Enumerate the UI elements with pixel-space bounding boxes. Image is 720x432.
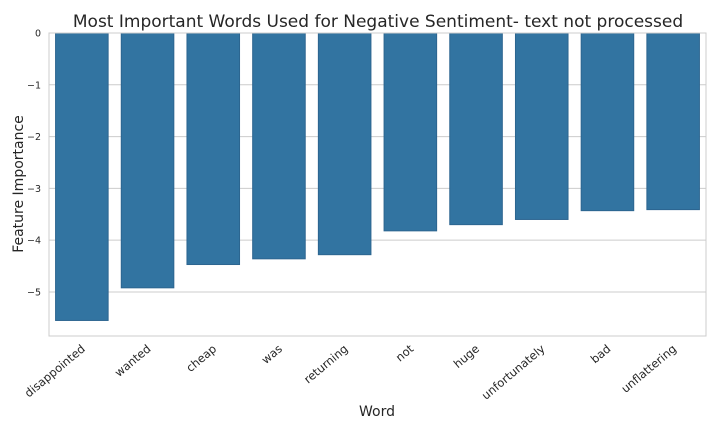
y-tick-label: −5 (27, 287, 41, 298)
y-tick-label: −2 (27, 132, 41, 143)
bar-unfortunately (514, 32, 569, 220)
bar-huge (449, 32, 503, 226)
bar-cheap (186, 32, 241, 266)
y-axis-ticks: 0 −1 −2 −3 −4 −5 (27, 29, 41, 299)
y-tick-label: −3 (27, 184, 41, 195)
x-axis-label: Word (359, 404, 395, 420)
bar-bad (580, 32, 635, 212)
y-tick-label: 0 (35, 29, 41, 40)
plot-frame (48, 32, 707, 337)
bars (55, 32, 700, 321)
bar-unflattering (646, 32, 700, 211)
chart-title: Most Important Words Used for Negative S… (73, 12, 683, 32)
y-axis-label: Feature Importance (11, 115, 27, 253)
y-tick-label: −1 (27, 80, 41, 91)
bar-wanted (120, 32, 175, 289)
y-tick-label: −4 (27, 236, 41, 247)
bar-disappointed (55, 32, 109, 321)
bar-returning (317, 32, 372, 256)
bar-not (383, 32, 438, 232)
bar-was (252, 32, 306, 260)
